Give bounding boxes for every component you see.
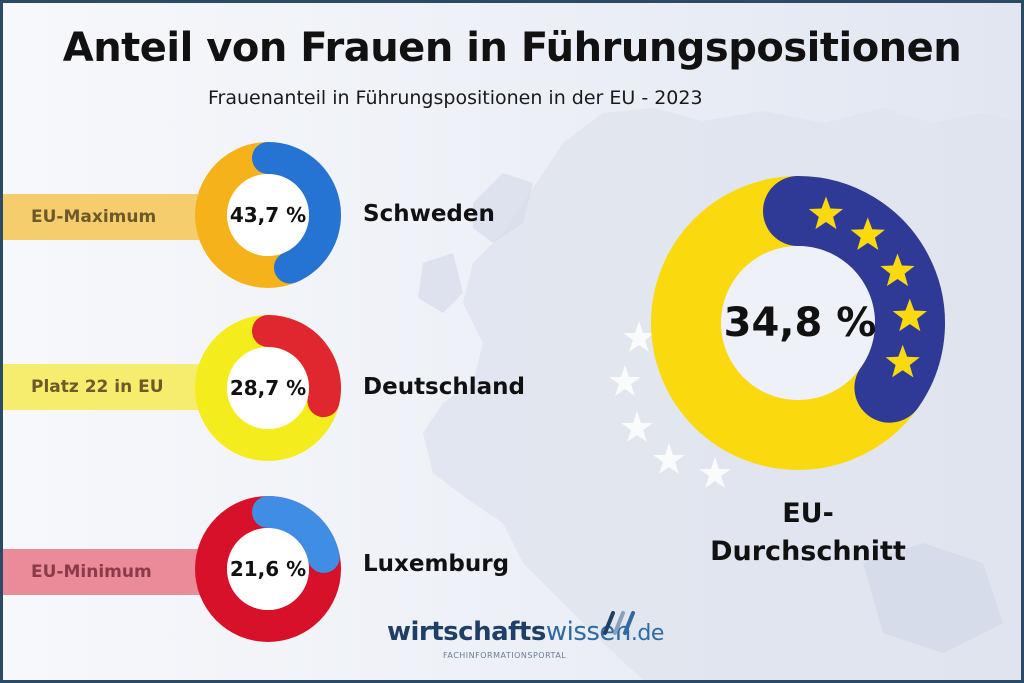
- eu-star-icon: [808, 196, 844, 230]
- eu-star-icon: [850, 217, 885, 250]
- brand-logo[interactable]: wirtschaftswissen.de FACHINFORMATIONSPOR…: [387, 611, 664, 660]
- band-platz-22: Platz 22 in EU: [3, 364, 208, 410]
- page-subtitle: Frauenanteil in Führungspositionen in de…: [208, 87, 703, 109]
- donut-hole-0: [227, 174, 309, 256]
- eu-star-icon: [885, 344, 920, 378]
- donut-share-0: [252, 142, 341, 284]
- band-eu-maximum: EU-Maximum: [3, 194, 208, 240]
- logo-slashes-icon: [603, 611, 635, 635]
- logo-wordmark: wirtschaftswissen.de: [387, 617, 664, 647]
- value-schweden: 43,7 %: [229, 203, 307, 227]
- logo-brand-bold: wirtschafts: [387, 617, 546, 647]
- eu-star-icon: [892, 298, 927, 332]
- donut-hole-2: [227, 528, 309, 610]
- country-schweden: Schweden: [363, 201, 495, 227]
- eu-star-icon: [880, 253, 915, 287]
- donut-share-1: [252, 315, 341, 418]
- donut-hole-eu: [721, 246, 875, 400]
- band-label: EU-Minimum: [31, 562, 152, 582]
- value-luxemburg: 21,6 %: [229, 557, 307, 581]
- donut-luxemburg: [195, 496, 341, 642]
- donut-hole-1: [227, 347, 309, 429]
- band-eu-minimum: EU-Minimum: [3, 549, 208, 595]
- country-luxemburg: Luxemburg: [363, 551, 510, 577]
- logo-tld: .de: [630, 621, 665, 646]
- value-deutschland: 28,7 %: [229, 376, 307, 400]
- page-title: Anteil von Frauen in Führungspositionen: [62, 25, 962, 71]
- eu-average-label: EU- Durchschnitt: [683, 495, 933, 571]
- eu-average-label-line2: Durchschnitt: [710, 536, 906, 567]
- donut-schweden: [195, 142, 341, 288]
- value-eu-average: 34,8 %: [723, 300, 877, 346]
- band-label: Platz 22 in EU: [31, 377, 164, 397]
- logo-tagline: FACHINFORMATIONSPORTAL: [443, 651, 567, 660]
- band-label: EU-Maximum: [31, 207, 157, 227]
- eu-average-label-line1: EU-: [782, 498, 834, 529]
- donut-deutschland: [195, 315, 341, 461]
- donut-eu-average: [651, 176, 945, 470]
- donut-share-2: [252, 496, 340, 573]
- country-deutschland: Deutschland: [363, 374, 525, 400]
